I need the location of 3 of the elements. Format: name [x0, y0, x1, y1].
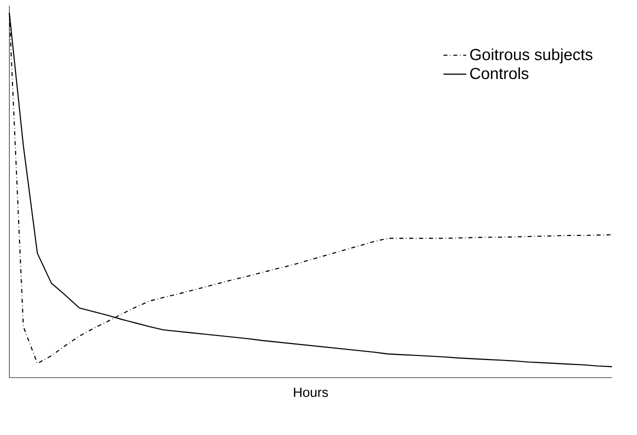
legend-label: Controls [470, 67, 528, 80]
x-axis-title: Hours [294, 388, 328, 397]
legend-label: Goitrous subjects [470, 48, 592, 64]
